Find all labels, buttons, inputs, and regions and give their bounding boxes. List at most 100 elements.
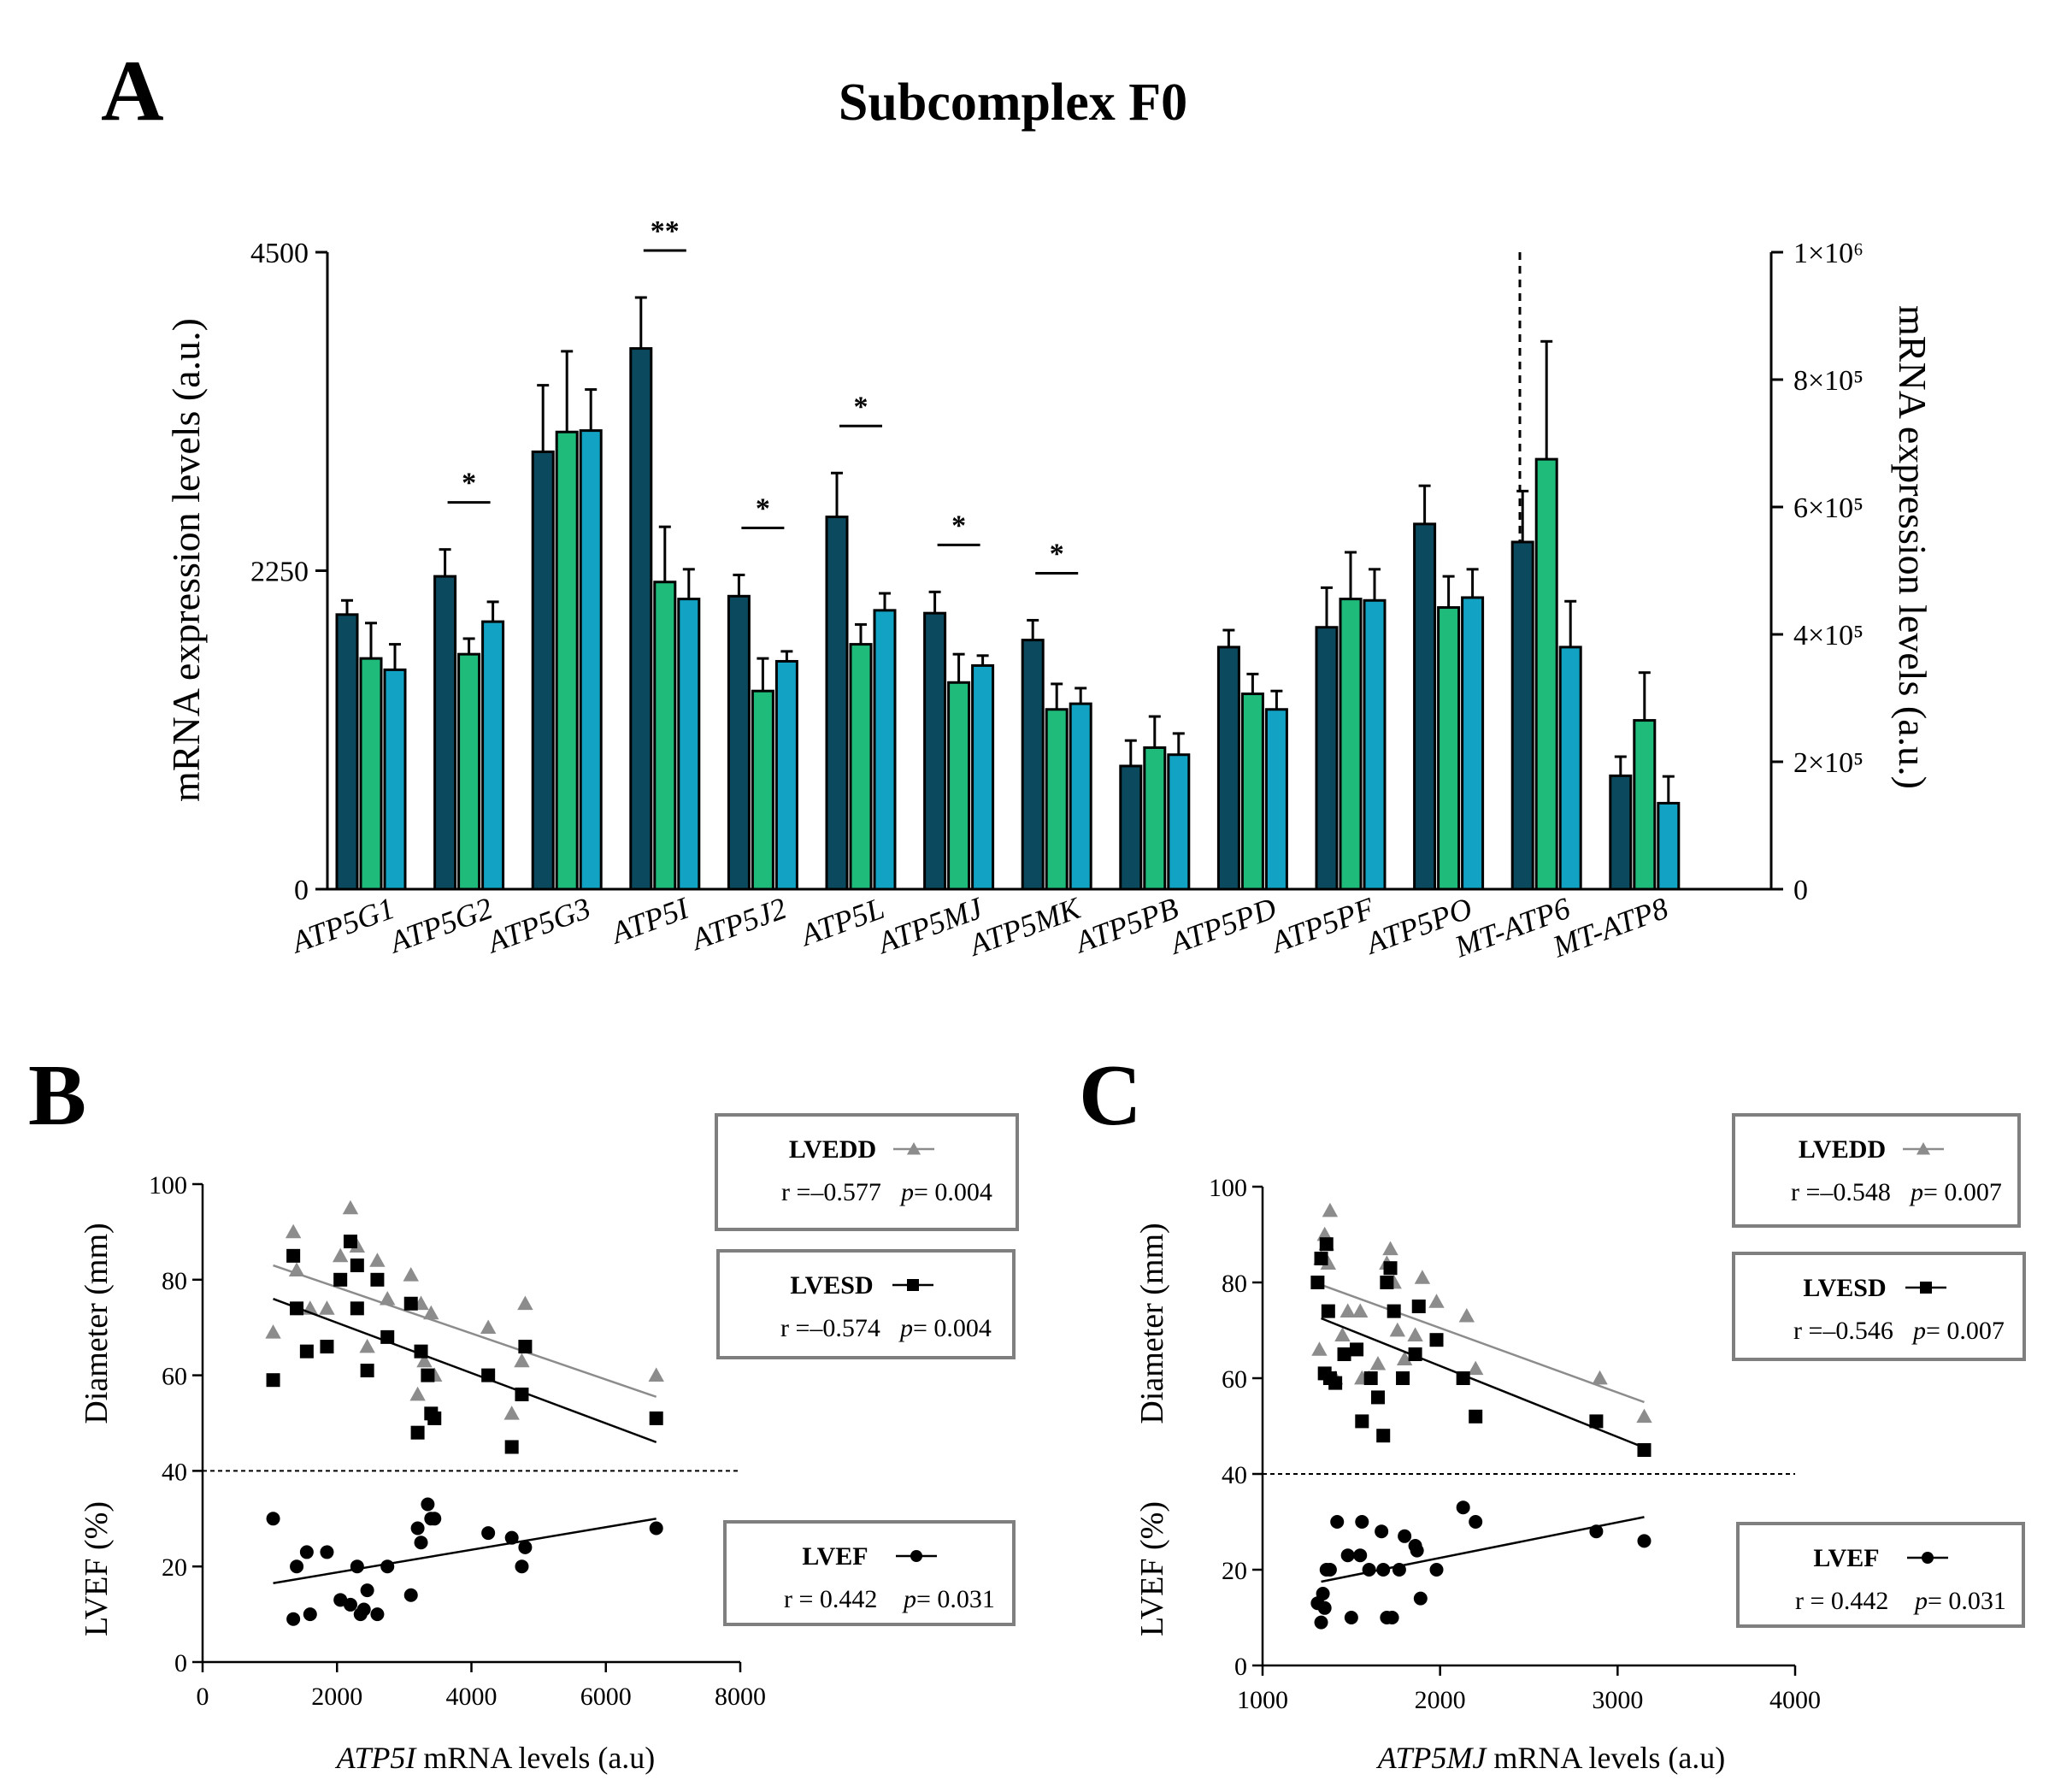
x-tick-label-atp5g2: ATP5G2 [384, 891, 498, 960]
panel-c-legend-lvesd-p-value: p= 0.007 [1911, 1317, 2005, 1345]
panel-c-legend-lvef-p-value: p= 0.031 [1913, 1587, 2006, 1615]
panel-b-point-lvedd [369, 1253, 386, 1267]
bar-atp5po-s2 [1437, 606, 1461, 891]
bar-atp5pd-s3 [1264, 708, 1288, 891]
panel-c-legend-lvef-title: LVEF [1813, 1544, 1879, 1572]
left-y-tick-label: 4500 [250, 238, 309, 269]
panel-c-point-lvesd [1589, 1414, 1604, 1429]
panel-b-x-tick-label: 6000 [580, 1683, 632, 1711]
panel-b-point-lvef [414, 1536, 428, 1550]
bar-atp5pf-s1 [1315, 626, 1339, 891]
panel-b-point-lvef [286, 1612, 301, 1626]
significance-label-atp5i: ** [651, 215, 680, 247]
panel-c-y-tick-label: 20 [1222, 1557, 1247, 1585]
panel-b-x-tick-label: 8000 [715, 1683, 766, 1711]
panel-c-y-tick-label: 40 [1222, 1461, 1247, 1489]
significance-label-atp5g2: * [462, 468, 476, 499]
panel-c-point-lvef [1314, 1615, 1328, 1630]
panel-c-legend-lvesd-sample-marker [1920, 1282, 1932, 1294]
panel-c-legend-lvedd-p-number: = 0.007 [1923, 1178, 2002, 1206]
panel-c-point-lvedd [1352, 1303, 1369, 1317]
panel-b-point-lvesd [350, 1301, 364, 1316]
panel-c-y-tick-label: 60 [1222, 1365, 1247, 1394]
bar-atp5j2-s1 [727, 594, 751, 891]
panel-b-scatter: 0 20 40 60 80 100 0 2000 4000 6000 8000 LVEDD r =–0.… [149, 1113, 1019, 1711]
panel-c-point-lvesd [1469, 1409, 1483, 1424]
panel-b-point-lvef [515, 1559, 529, 1574]
panel-b-legend-lvedd-sample-marker [906, 1141, 921, 1155]
panel-c-point-lvesd [1310, 1276, 1325, 1289]
panel-a-left-axis-label: mRNA expression levels (a.u.) [164, 318, 208, 802]
panel-b-point-lvedd [342, 1200, 359, 1215]
panel-c-y-tick-label: 0 [1234, 1653, 1247, 1681]
panel-b-point-lvesd [427, 1411, 442, 1425]
panel-c-point-lvesd [1387, 1304, 1401, 1318]
panel-b-point-lvesd [343, 1235, 357, 1249]
panel-c-point-lvesd [1337, 1347, 1351, 1361]
right-y-tick-label: 4×10⁵ [1793, 620, 1864, 651]
bar-mt-atp8-s3 [1657, 801, 1681, 891]
panel-b-point-lvesd [380, 1329, 395, 1344]
panel-b-y-tick-label: 40 [162, 1458, 187, 1486]
panel-b-fit-line-lvesd [273, 1297, 657, 1444]
panel-b-point-lvesd [421, 1368, 435, 1382]
panel-b-point-lvef [649, 1521, 663, 1536]
panel-b-point-lvedd [423, 1305, 439, 1320]
panel-b-point-lvesd [414, 1344, 428, 1359]
bar-atp5pd-s1 [1216, 645, 1240, 891]
panel-c-point-lvesd [1314, 1252, 1328, 1265]
bar-mt-atp8-s1 [1609, 774, 1633, 891]
panel-c-legend-lvedd-r-value: r =–0.548 [1791, 1178, 1891, 1206]
panel-b-legend-lvesd-p-number: = 0.004 [913, 1314, 992, 1342]
panel-b-point-lvef [303, 1607, 317, 1622]
panel-b-legend-lvesd-p-value: p= 0.004 [898, 1314, 992, 1342]
panel-c-point-lvesd [1376, 1429, 1391, 1443]
panel-a-title: Subcomplex F0 [839, 74, 1187, 132]
panel-b-xlabel: ATP5I mRNA levels (a.u) [335, 1741, 656, 1775]
panel-b-legend-lvef-box [723, 1520, 1016, 1626]
x-tick-label-atp5mk: ATP5MK [963, 890, 1086, 963]
bar-atp5l-s2 [849, 643, 873, 891]
panel-a-letter: A [101, 43, 164, 139]
panel-b-point-lvesd [515, 1387, 529, 1401]
panel-b-ylabel-lvef: LVEF (%) [79, 1501, 115, 1636]
panel-c-point-lvef [1362, 1563, 1376, 1577]
bar-atp5g1-s1 [335, 613, 359, 891]
x-tick-label-atp5j2: ATP5J2 [686, 891, 791, 957]
panel-b-x-tick-label: 4000 [446, 1683, 498, 1711]
panel-c-point-lvedd [1334, 1327, 1351, 1341]
panel-b-x-tick-label: 0 [197, 1683, 209, 1711]
panel-c-legend-lvef-r-value: r = 0.442 [1795, 1587, 1888, 1615]
bar-atp5l-s3 [873, 609, 897, 891]
panel-c-point-lvef [1469, 1515, 1483, 1529]
panel-b-legend-lvedd-p-value: p= 0.004 [899, 1178, 992, 1206]
panel-c-y-tick-label: 100 [1209, 1174, 1247, 1202]
panel-b-point-lvesd [299, 1344, 314, 1359]
panel-b-legend-lvedd-title: LVEDD [789, 1135, 876, 1164]
panel-b-legend-lvef-p-symbol: p [902, 1585, 916, 1613]
panel-c-xlabel: ATP5MJ mRNA levels (a.u) [1376, 1741, 1726, 1775]
panel-b-legend-lvef-p-number: = 0.031 [916, 1585, 995, 1613]
panel-b-legend-lvef-sample-marker [910, 1550, 922, 1562]
panel-b-point-lvef [421, 1497, 435, 1512]
bar-atp5mj-s3 [971, 663, 995, 891]
x-tick-label-atp5pb: ATP5PB [1069, 891, 1183, 960]
bar-atp5g2-s2 [457, 652, 481, 891]
panel-b-point-lvedd [359, 1338, 375, 1353]
left-y-tick-label: 2250 [250, 557, 309, 588]
panel-c-x-tick-label: 4000 [1769, 1686, 1821, 1714]
panel-c-point-lvesd [1396, 1371, 1410, 1385]
panel-c-point-lvef [1355, 1515, 1369, 1529]
panel-c-point-lvedd [1468, 1360, 1484, 1376]
panel-b-legend-lvesd-title: LVESD [790, 1271, 873, 1300]
bar-atp5pb-s3 [1167, 753, 1191, 891]
panel-a-right-axis-label: mRNA expression levels (a.u.) [1891, 305, 1934, 789]
right-y-tick-label: 1×10⁶ [1793, 238, 1864, 269]
panel-b-legend-lvedd-p-number: = 0.004 [914, 1178, 992, 1206]
panel-c-point-lvef [1392, 1563, 1406, 1577]
panel-b-point-lvef [299, 1545, 314, 1559]
x-tick-label-atp5g3: ATP5G3 [481, 891, 595, 960]
panel-b-point-lvesd [360, 1364, 374, 1378]
bar-mt-atp6-s1 [1510, 540, 1534, 891]
panel-c-point-lvef [1316, 1587, 1330, 1600]
